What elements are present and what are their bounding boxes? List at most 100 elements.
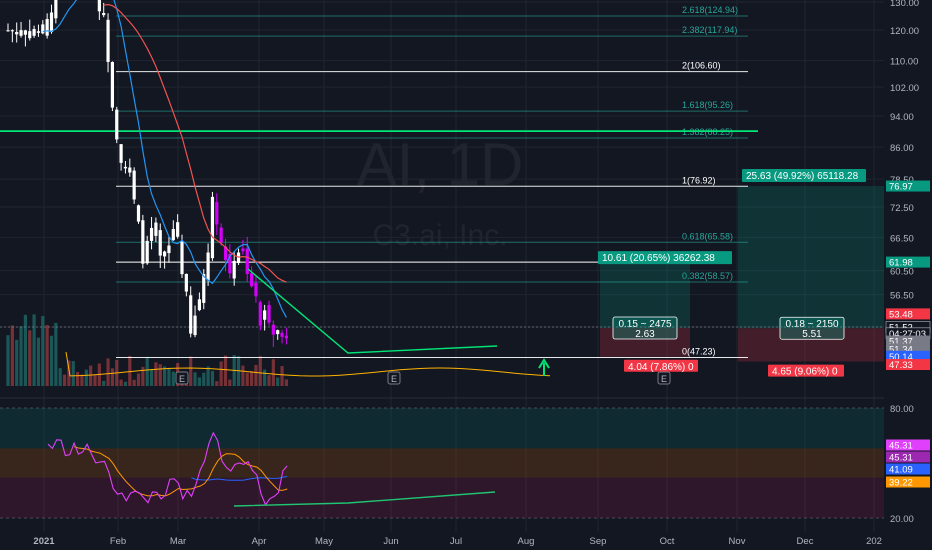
candle-body [19,30,23,36]
volume-bar [149,369,154,386]
rsi-axis-tick: 80.00 [890,404,914,415]
volume-bar [215,381,219,386]
candle-body [45,19,49,36]
candle-body [180,241,184,275]
candle-body [176,222,180,237]
price-axis-badge [886,256,930,268]
candle-body [202,274,206,303]
time-axis-label: Oct [660,536,675,547]
candle-body [41,24,45,34]
volume-bar [206,366,210,386]
position-entry-label-2: 5.51 [802,329,822,340]
volume-bar [219,361,223,386]
earnings-event-label: E [391,374,397,384]
candle-body [149,227,154,241]
fib-level-label: 0.382(58.57) [682,271,733,281]
volume-bar [62,374,67,386]
volume-bar [102,380,106,386]
time-axis-label: 2021 [33,536,55,547]
position-stop-zone[interactable] [600,328,690,357]
rsi-axis-badge-label: 45.31 [889,441,913,452]
earnings-event-label: E [179,374,185,384]
price-axis-tick: 66.50 [890,233,914,244]
rsi-oversold-zone [0,477,884,518]
volume-bar [276,377,280,386]
earnings-event-icon[interactable] [175,371,189,385]
candle-body [197,299,201,311]
rsi-axis-badge [886,476,930,488]
earnings-event-icon[interactable] [657,371,671,385]
volume-bar [154,362,158,386]
ema-long-line [103,3,287,283]
volume-bar [132,379,136,386]
volume-bar [163,366,167,386]
watermark-company: C3.ai, Inc. [372,219,507,252]
price-axis-badge-label: 51.37 [889,337,913,348]
rsi-overbought-zone [0,408,884,449]
candle-body [276,330,280,335]
earnings-event-icon[interactable] [387,371,401,385]
price-axis-badge-label: 04:27:03 [889,329,926,340]
volume-bar [171,371,175,386]
position-entry-label-bg [779,316,845,340]
rsi-axis-badge [886,439,930,451]
volume-bar [80,374,84,386]
volume-bar [145,356,149,386]
candle-body [232,260,236,279]
candle-body [32,29,36,36]
fib-level-label: 0.618(65.58) [682,231,733,241]
candle-body [36,31,41,33]
volume-bar [54,322,58,386]
candle-body [54,0,58,19]
volume-bar [49,335,54,386]
candle-body [241,248,245,252]
candle-body [280,332,284,337]
candle-body [206,252,210,281]
candle-body [23,30,27,35]
candle-body [171,229,175,241]
volume-bar [32,314,36,386]
rsi-axis-badge-label: 41.09 [889,465,913,476]
position-target-zone[interactable] [738,186,886,329]
volume-bar [189,356,193,386]
volume-bar [158,364,162,386]
bullish-divergence-price-line[interactable] [247,268,498,354]
volume-bar [128,355,132,386]
rsi-pane[interactable] [0,407,884,519]
fib-level-label: 2(106.60) [682,61,721,71]
rsi-axis-badge [886,451,930,463]
volume-bar [45,325,49,386]
volume-bar [280,366,284,386]
fibonacci-retracement[interactable]: 2.618(124.94) 2.382(117.94) 2(106.60) 1.618… [0,5,884,359]
candle-body [210,196,215,259]
volume-bar [36,337,41,386]
price-axis-tick: 110.00 [890,57,918,68]
rsi-axis-badge-label: 45.31 [889,453,913,464]
rsi-neutral-zone [0,448,884,478]
candle-body [132,170,136,200]
position-entry-label-bg [612,316,678,340]
candle-body [28,31,32,39]
volume-bar [250,371,254,386]
fib-level-label: 2.382(117.94) [682,25,737,35]
candle-body [250,273,254,287]
rsi-axis-tick: 20.00 [890,514,914,525]
candle-body [163,251,167,257]
candle-body [128,167,132,173]
rsi-axis-badge-label: 39.22 [889,478,913,489]
rsi-ma-line [73,446,288,497]
position-stop-label: 4.65 (9.06%) 0 [772,367,838,378]
time-axis-label: 202 [866,536,882,547]
candle-body [219,227,223,243]
price-axis-badge [886,180,930,192]
candle-body [97,0,101,12]
candle-body [119,144,123,163]
volume-bar [284,379,288,386]
fib-level-label: 0(47.23) [682,347,716,357]
volume-bar [10,325,14,386]
bullish-divergence-rsi-line[interactable] [233,491,496,507]
position-stop-zone[interactable] [738,328,886,362]
